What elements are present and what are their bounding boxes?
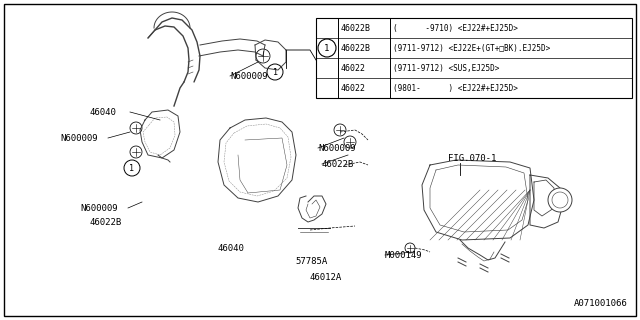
Text: A071001066: A071001066 xyxy=(574,299,628,308)
Text: (9801-      ) <EJ22#+EJ25D>: (9801- ) <EJ22#+EJ25D> xyxy=(393,84,518,92)
Text: 46012A: 46012A xyxy=(310,274,342,283)
Text: N600009: N600009 xyxy=(60,133,98,142)
Text: 46022: 46022 xyxy=(341,63,366,73)
Text: 46022: 46022 xyxy=(341,84,366,92)
Text: (      -9710) <EJ22#+EJ25D>: ( -9710) <EJ22#+EJ25D> xyxy=(393,23,518,33)
Text: N600009: N600009 xyxy=(230,71,268,81)
Text: 46022B: 46022B xyxy=(90,218,122,227)
Text: N600009: N600009 xyxy=(318,143,356,153)
Bar xyxy=(316,18,632,98)
Text: 1: 1 xyxy=(273,68,278,76)
Text: 46040: 46040 xyxy=(90,108,117,116)
Polygon shape xyxy=(422,160,534,240)
Text: 1: 1 xyxy=(324,44,330,52)
Text: 46022B: 46022B xyxy=(341,44,371,52)
Text: 57785A: 57785A xyxy=(295,258,327,267)
Circle shape xyxy=(548,188,572,212)
Text: 1: 1 xyxy=(129,164,134,172)
Text: 46040: 46040 xyxy=(218,244,245,252)
Text: FIG.070-1: FIG.070-1 xyxy=(448,154,497,163)
Text: (9711-9712) <EJ22E+(GT+□BK).EJ25D>: (9711-9712) <EJ22E+(GT+□BK).EJ25D> xyxy=(393,44,550,52)
Text: 46022B: 46022B xyxy=(341,23,371,33)
Text: 46022B: 46022B xyxy=(322,159,355,169)
Text: M000149: M000149 xyxy=(385,251,422,260)
Text: (9711-9712) <SUS,EJ25D>: (9711-9712) <SUS,EJ25D> xyxy=(393,63,499,73)
Text: N600009: N600009 xyxy=(80,204,118,212)
